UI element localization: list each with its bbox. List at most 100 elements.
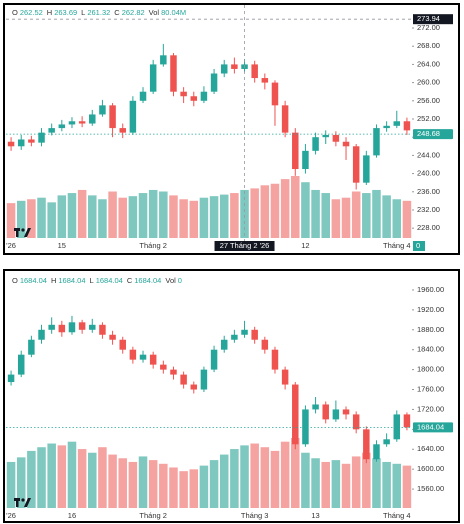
candle-body: [119, 339, 126, 350]
crosshair-price-label: 273.94: [417, 14, 440, 23]
header-key: L: [81, 8, 85, 17]
candle-body: [241, 329, 248, 335]
candle-body: [383, 439, 390, 445]
header-key: C: [127, 276, 133, 285]
x-tick-label: Tháng 2: [139, 241, 167, 250]
y-tick-label: 1720.00: [417, 404, 444, 413]
volume-bar: [27, 199, 36, 238]
volume-bar: [392, 199, 402, 238]
logo: [16, 228, 19, 237]
y-tick-label: 256.00: [417, 96, 440, 105]
candle-body: [200, 91, 208, 101]
candle-body: [78, 322, 86, 330]
volume-bar: [331, 199, 341, 238]
volume-bar: [16, 200, 26, 238]
volume-bar: [270, 183, 280, 238]
volume-bar: [382, 195, 391, 238]
y-tick-label: 236.00: [417, 187, 440, 196]
y-tick-label: 1560.00: [417, 484, 444, 493]
volume-bar: [270, 450, 280, 508]
candle-body: [119, 128, 126, 133]
candle-body: [68, 121, 76, 125]
volume-bar: [148, 189, 158, 238]
volume-bar: [148, 460, 158, 508]
volume-bar: [372, 189, 381, 238]
last-price-box: [413, 129, 453, 140]
volume-bar: [189, 200, 199, 238]
header-key: C: [114, 8, 120, 17]
volume-bar: [169, 467, 178, 508]
volume-bar: [67, 441, 77, 508]
volume-bar: [280, 179, 290, 238]
y-tick-label: 244.00: [417, 150, 440, 159]
logo: [24, 228, 31, 237]
volume-bar: [199, 197, 209, 238]
y-tick-label: 1960.00: [417, 285, 444, 294]
volume-bar: [118, 197, 127, 238]
y-tick-label: 1760.00: [417, 385, 444, 394]
volume-bar: [260, 447, 270, 508]
candle-body: [99, 105, 106, 115]
volume-bar: [260, 185, 270, 238]
volume-bar: [37, 197, 46, 238]
volume-bar: [128, 461, 138, 508]
candle-body: [393, 414, 401, 440]
header-value: 262.52: [20, 8, 43, 17]
candle-body: [342, 409, 350, 415]
candle-body: [281, 369, 289, 385]
candle-body: [48, 324, 55, 330]
candle-body: [302, 150, 309, 170]
header-value: 0: [178, 276, 182, 285]
y-tick-label: 1920.00: [417, 305, 444, 314]
x-tick-label: 12: [301, 241, 309, 250]
candle-body: [38, 329, 45, 340]
volume-bar: [382, 461, 391, 508]
candle-body: [292, 132, 299, 170]
candle-body: [231, 334, 238, 340]
candle-body: [231, 64, 238, 69]
x-tick-label: 13: [311, 511, 319, 520]
x-tick-label: Tháng 2: [139, 511, 167, 520]
volume-bar: [16, 457, 26, 508]
volume-bar: [199, 465, 209, 508]
candle-body: [302, 409, 309, 445]
volume-bar: [321, 193, 330, 238]
header-value: 1684.04: [96, 276, 123, 285]
volume-bar: [209, 460, 219, 508]
candle-body: [58, 324, 66, 333]
x-tick-label: 16: [68, 511, 76, 520]
header-value: 262.82: [122, 8, 145, 17]
ohlc-header: O 1684.04 H 1684.04 L 1684.04 C 1684.04 Vol 0: [12, 276, 182, 285]
last-price-box: [413, 422, 453, 433]
candle-body: [139, 91, 147, 101]
volume-bar: [47, 443, 56, 508]
crosshair-price-box: [413, 14, 453, 25]
volume-bar: [57, 195, 67, 238]
volume-bar: [250, 188, 259, 238]
candle-body: [68, 322, 76, 333]
volume-bar: [362, 452, 371, 508]
header-value: 263.69: [54, 8, 77, 17]
y-tick-label: 252.00: [417, 114, 440, 123]
logo: [24, 498, 31, 507]
volume-bar: [88, 452, 97, 508]
y-tick-label: 1840.00: [417, 345, 444, 354]
y-tick-label: 1600.00: [417, 464, 444, 473]
ohlc-header: O 262.52 H 263.69 L 261.32 C 262.82 Vol 80.04M: [12, 8, 186, 17]
candle-body: [28, 339, 35, 355]
candle-body: [170, 55, 177, 92]
candle-body: [129, 349, 137, 360]
candle-body: [261, 339, 269, 350]
volume-bar: [392, 463, 402, 508]
volume-bar: [77, 189, 87, 238]
header-value: 80.04M: [161, 8, 186, 17]
volume-bar: [37, 447, 46, 508]
candle-body: [373, 128, 380, 156]
candle-body: [139, 354, 147, 360]
candle-body: [170, 369, 177, 375]
volume-bar: [351, 191, 361, 238]
volume-bar: [189, 469, 199, 508]
volume-bar: [311, 189, 320, 238]
volume-bar: [47, 202, 56, 238]
candle-body: [160, 364, 167, 370]
